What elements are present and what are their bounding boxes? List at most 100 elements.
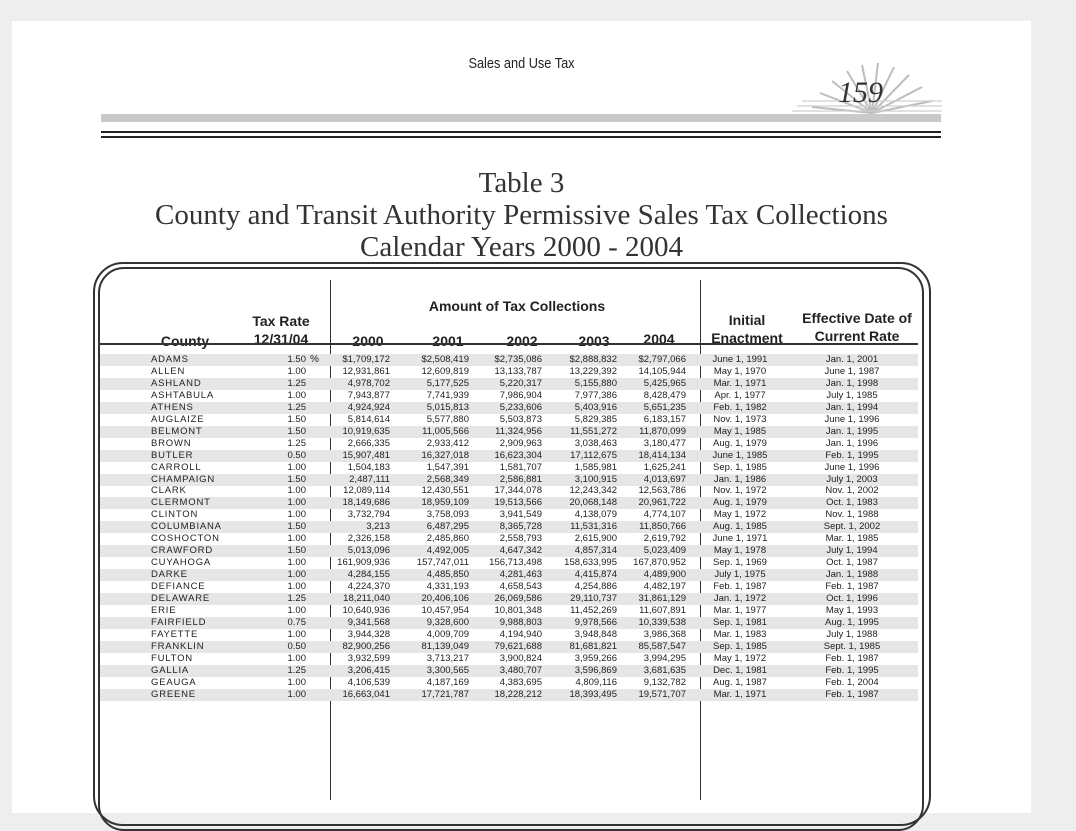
cell-effective-date: Sept. 1, 1985 [823, 640, 881, 652]
cell-2000: 2,666,335 [347, 437, 390, 449]
cell-2004: 3,180,477 [643, 437, 686, 449]
cell-2001: 11,005,566 [422, 425, 469, 437]
cell-county: CLERMONT [151, 497, 211, 509]
column-divider [330, 280, 331, 800]
cell-2000: 4,924,924 [347, 401, 390, 413]
cell-2002: 2,558,793 [499, 533, 542, 545]
cell-effective-date: June 1, 1996 [824, 461, 880, 473]
cell-2004: 167,870,952 [633, 557, 686, 569]
cell-county: FRANKLIN [151, 640, 205, 652]
table-row: COSHOCTON 1.00 2,326,158 2,485,860 2,558,793… [100, 533, 918, 545]
cell-2002: 10,801,348 [494, 604, 542, 616]
cell-2004: 3,681,635 [643, 664, 686, 676]
cell-2004: 1,625,241 [643, 461, 686, 473]
cell-initial-enactment: Nov. 1, 1972 [713, 485, 767, 497]
cell-2003: 3,100,915 [574, 473, 617, 485]
cell-county: ALLEN [151, 365, 186, 377]
cell-2003: 3,038,463 [574, 437, 617, 449]
cell-2001: 157,747,011 [416, 557, 469, 569]
cell-2001: $2,508,419 [421, 354, 469, 365]
header-initial-enactment: Initial Enactment [700, 311, 794, 347]
cell-tax-rate: 1.00 [287, 628, 307, 640]
cell-2002: 4,194,940 [499, 628, 542, 640]
cell-initial-enactment: May 1, 1972 [713, 509, 767, 521]
cell-initial-enactment: May 1, 1972 [713, 652, 767, 664]
cell-2000: 10,640,936 [342, 604, 390, 616]
cell-effective-date: Oct. 1, 1996 [826, 593, 878, 604]
cell-2003: 81,681,821 [569, 640, 617, 652]
table-row: DELAWARE 1.25 18,211,040 20,406,106 26,069,5… [100, 593, 918, 605]
cell-2002: 4,647,342 [499, 545, 542, 557]
cell-initial-enactment: Feb. 1, 1982 [713, 401, 767, 413]
cell-county: CHAMPAIGN [151, 473, 216, 485]
cell-2002: 26,069,586 [494, 593, 542, 604]
cell-county: COLUMBIANA [151, 521, 222, 533]
cell-2003: 3,948,848 [574, 628, 617, 640]
cell-initial-enactment: June 1, 1971 [712, 533, 768, 545]
table-row: GREENE 1.00 16,663,041 17,721,787 18,228,212… [100, 688, 918, 701]
cell-tax-rate: 1.00 [287, 581, 307, 593]
cell-2004: 3,986,368 [643, 628, 686, 640]
cell-2004: 2,619,792 [643, 533, 686, 545]
cell-2004: 6,183,157 [643, 413, 686, 425]
header-effective-line1: Effective Date of [802, 310, 912, 326]
sunburst-ornament [792, 62, 942, 114]
cell-2004: 14,105,944 [638, 365, 686, 377]
cell-tax-rate: 1.25 [287, 593, 307, 604]
cell-2004: 3,994,295 [643, 652, 686, 664]
header-rule-thick [101, 114, 941, 122]
cell-county: FULTON [151, 652, 193, 664]
cell-initial-enactment: Sep. 1, 1969 [713, 557, 767, 569]
cell-2000: 4,224,370 [347, 581, 390, 593]
document-page: Sales and Use Tax 159 Table 3 County and… [12, 21, 1031, 813]
cell-tax-rate: 1.25 [287, 401, 307, 413]
cell-effective-date: July 1, 1985 [826, 389, 878, 401]
cell-tax-rate: 1.25 [287, 377, 307, 389]
cell-county: FAYETTE [151, 628, 199, 640]
cell-2000: 3,944,328 [347, 628, 390, 640]
cell-county: ASHLAND [151, 377, 202, 389]
cell-effective-date: Jan. 1, 1998 [825, 377, 879, 389]
cell-initial-enactment: May 1, 1985 [713, 425, 767, 437]
cell-initial-enactment: June 1, 1985 [712, 449, 768, 461]
cell-2002: 18,228,212 [494, 688, 542, 700]
cell-tax-rate: 1.00 [287, 497, 307, 509]
header-2003: 2003 [578, 333, 610, 349]
cell-effective-date: Jan. 1, 1988 [825, 569, 879, 581]
cell-county: GALLIA [151, 664, 190, 676]
cell-2003: 18,393,495 [569, 688, 617, 700]
cell-county: ERIE [151, 604, 177, 616]
cell-2003: 17,112,675 [570, 449, 617, 461]
cell-2002: 13,133,787 [494, 365, 542, 377]
table-row: CLERMONT 1.00 18,149,686 18,959,109 19,513,5… [100, 497, 918, 510]
cell-tax-rate: 1.50 [287, 473, 307, 485]
cell-initial-enactment: Nov. 1, 1973 [713, 413, 767, 425]
cell-initial-enactment: Sep. 1, 1981 [713, 616, 767, 628]
table-row: ASHTABULA 1.00 7,943,877 7,741,939 7,986,904… [100, 390, 918, 402]
cell-county: CRAWFORD [151, 545, 213, 557]
column-divider [700, 280, 701, 800]
cell-2001: 4,009,709 [426, 628, 469, 640]
cell-effective-date: Jan. 1, 1994 [825, 401, 879, 413]
cell-2004: 11,870,099 [639, 425, 686, 437]
cell-2001: 5,177,525 [426, 377, 469, 389]
cell-2000: 4,284,155 [347, 569, 390, 581]
cell-effective-date: Oct. 1, 1987 [826, 557, 878, 569]
cell-2000: 10,919,635 [342, 425, 390, 437]
cell-2000: 5,013,096 [347, 545, 390, 557]
cell-county: ATHENS [151, 401, 194, 413]
cell-2003: 11,452,269 [570, 604, 617, 616]
table-row: CLARK 1.00 12,089,114 12,430,551 17,344,078 1… [100, 485, 918, 497]
cell-2004: $2,797,066 [638, 354, 686, 365]
cell-2000: 18,149,686 [342, 497, 390, 509]
cell-2000: 82,900,256 [342, 640, 390, 652]
cell-tax-rate: 1.50 [287, 413, 307, 425]
cell-initial-enactment: June 1, 1991 [712, 354, 768, 365]
table-row: GEAUGA 1.00 4,106,539 4,187,169 4,383,695 4,8… [100, 677, 918, 689]
cell-county: AUGLAIZE [151, 413, 205, 425]
cell-initial-enactment: Jan. 1, 1986 [713, 473, 767, 485]
cell-2001: 1,547,391 [426, 461, 469, 473]
header-effective-date: Effective Date of Current Rate [790, 309, 924, 345]
cell-2001: 17,721,787 [421, 688, 469, 700]
cell-county: CLARK [151, 485, 187, 497]
